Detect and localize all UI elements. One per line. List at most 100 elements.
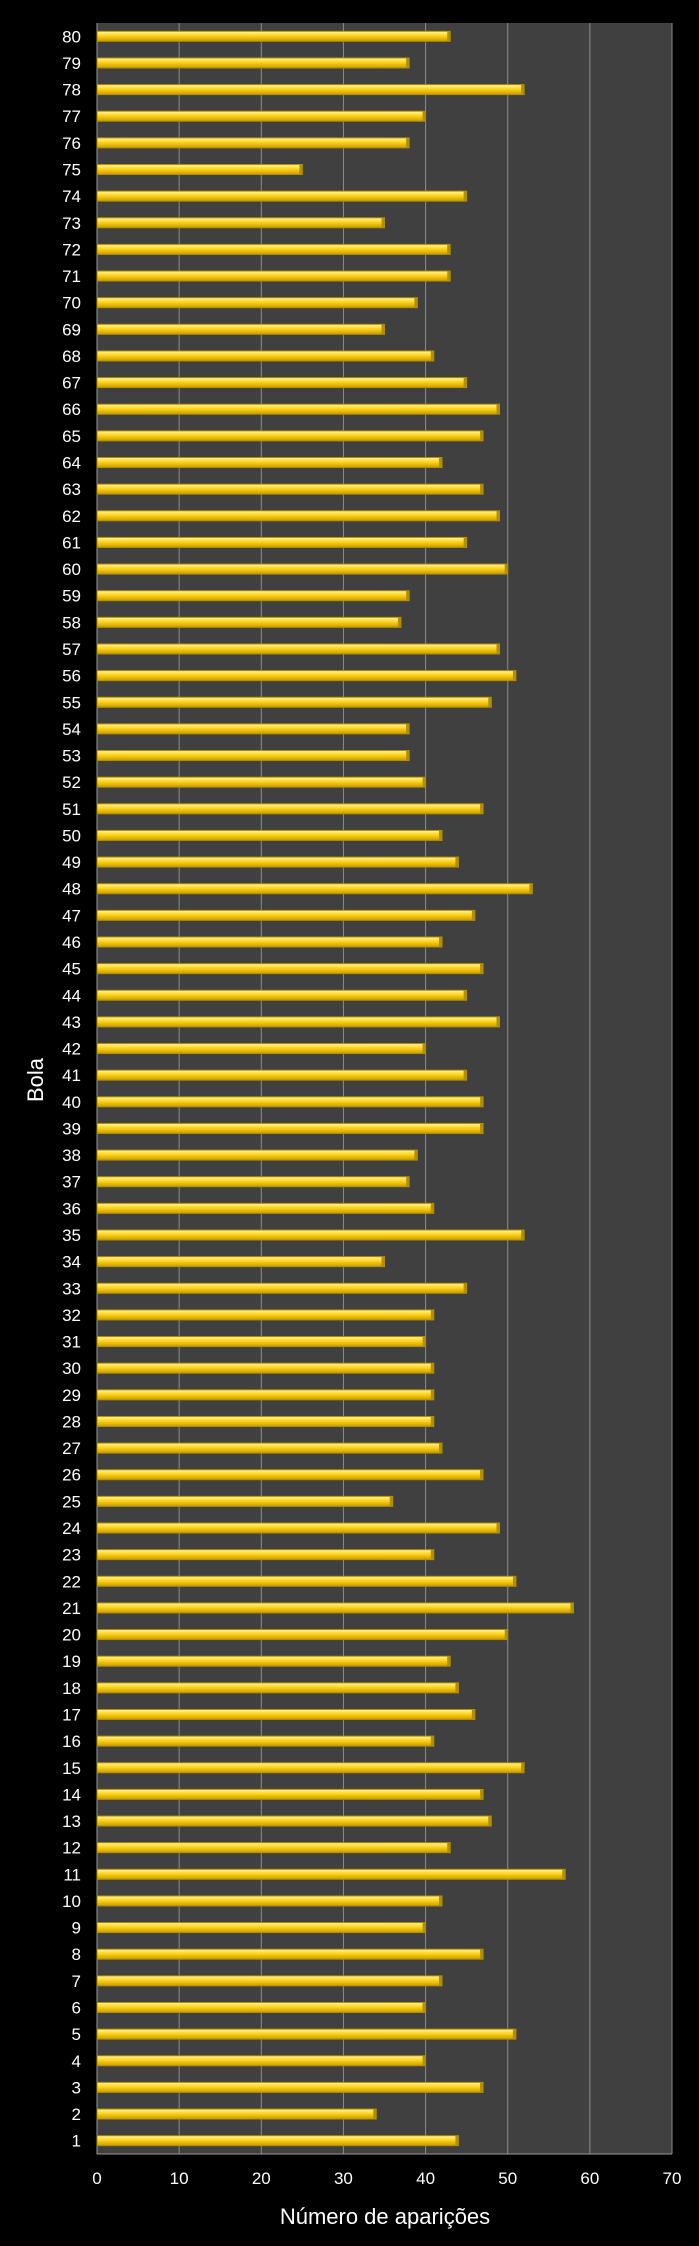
y-tick-label: 16 (62, 1732, 81, 1751)
bars (96, 30, 574, 2147)
bar-end-cap (381, 217, 385, 228)
bar-end-cap (463, 1070, 467, 1081)
bar-ball-13 (96, 1815, 492, 1827)
bar (96, 1043, 427, 1055)
y-tick-label: 4 (72, 2052, 81, 2071)
bar-ball-68 (96, 350, 435, 362)
y-tick-label: 61 (62, 533, 81, 552)
bar-end-cap (406, 57, 410, 68)
bar-ball-5 (96, 2028, 517, 2040)
bar-end-cap (414, 297, 418, 308)
y-tick-label: 13 (62, 1812, 81, 1831)
y-tick-label: 19 (62, 1652, 81, 1671)
y-tick-label: 77 (62, 107, 81, 126)
bar-ball-19 (96, 1655, 451, 1667)
x-tick-label: 60 (580, 2169, 599, 2188)
bar-ball-73 (96, 217, 385, 229)
x-tick-label: 50 (498, 2169, 517, 2188)
y-tick-label: 66 (62, 400, 81, 419)
bar-end-cap (512, 2029, 516, 2040)
y-tick-label: 49 (62, 853, 81, 872)
bar (96, 1602, 574, 1614)
y-tick-label: 37 (62, 1173, 81, 1192)
bar-ball-48 (96, 883, 533, 895)
y-tick-label: 70 (62, 294, 81, 313)
bar-end-cap (480, 1789, 484, 1800)
y-tick-label: 42 (62, 1040, 81, 1059)
y-tick-label: 53 (62, 747, 81, 766)
bar-ball-61 (96, 536, 468, 548)
y-tick-label: 3 (72, 2078, 81, 2097)
bar (96, 1336, 427, 1348)
bar-end-cap (480, 963, 484, 974)
bar-end-cap (488, 697, 492, 708)
bar-ball-24 (96, 1522, 500, 1534)
y-tick-label: 64 (62, 454, 81, 473)
bar-ball-62 (96, 510, 500, 522)
bar (96, 1442, 443, 1454)
y-tick-label: 55 (62, 693, 81, 712)
bar-ball-2 (96, 2108, 377, 2120)
bar-ball-17 (96, 1708, 476, 1720)
bar (96, 616, 402, 628)
bar-end-cap (521, 1762, 525, 1773)
bar (96, 1149, 418, 1161)
y-tick-label: 32 (62, 1306, 81, 1325)
bar (96, 1708, 476, 1720)
bar-ball-12 (96, 1842, 451, 1854)
bar-end-cap (480, 484, 484, 495)
y-tick-label: 68 (62, 347, 81, 366)
bar-end-cap (406, 723, 410, 734)
bar (96, 670, 517, 682)
bar-end-cap (455, 1682, 459, 1693)
bar-ball-14 (96, 1788, 484, 1800)
y-tick-label: 57 (62, 640, 81, 659)
bar-end-cap (406, 137, 410, 148)
bar-ball-78 (96, 84, 525, 96)
bar (96, 2055, 427, 2067)
bar-end-cap (299, 164, 303, 175)
bar (96, 1575, 517, 1587)
bar (96, 403, 500, 415)
bar-end-cap (463, 990, 467, 1001)
bar (96, 1655, 451, 1667)
y-tick-label: 67 (62, 374, 81, 393)
bar-ball-51 (96, 803, 484, 815)
bar-end-cap (414, 1150, 418, 1161)
bar (96, 1229, 525, 1241)
bar (96, 243, 451, 255)
y-tick-label: 29 (62, 1386, 81, 1405)
bar (96, 883, 533, 895)
bar (96, 2108, 377, 2120)
y-tick-label: 72 (62, 240, 81, 259)
bar (96, 723, 410, 735)
bar-end-cap (480, 430, 484, 441)
y-tick-labels: 1234567891011121314151617181920212223242… (62, 27, 81, 2150)
y-tick-label: 2 (72, 2105, 81, 2124)
bar (96, 1282, 468, 1294)
bar (96, 510, 500, 522)
bar-ball-65 (96, 430, 484, 442)
bar-end-cap (496, 643, 500, 654)
bar-end-cap (471, 1709, 475, 1720)
bar (96, 989, 468, 1001)
bar (96, 110, 427, 122)
bar (96, 457, 443, 469)
bar-ball-22 (96, 1575, 517, 1587)
y-axis-title: Bola (23, 1057, 48, 1102)
y-tick-label: 26 (62, 1466, 81, 1485)
bar-end-cap (447, 1656, 451, 1667)
bar (96, 963, 484, 975)
bar-end-cap (422, 2002, 426, 2013)
y-tick-label: 48 (62, 880, 81, 899)
bar (96, 57, 410, 69)
y-tick-label: 74 (62, 187, 81, 206)
bar-end-cap (389, 1496, 393, 1507)
bar-ball-8 (96, 1948, 484, 1960)
bar (96, 84, 525, 96)
bar (96, 1922, 427, 1934)
bar (96, 1415, 435, 1427)
bar-end-cap (373, 2109, 377, 2120)
bar (96, 1629, 509, 1641)
bar-end-cap (480, 1469, 484, 1480)
